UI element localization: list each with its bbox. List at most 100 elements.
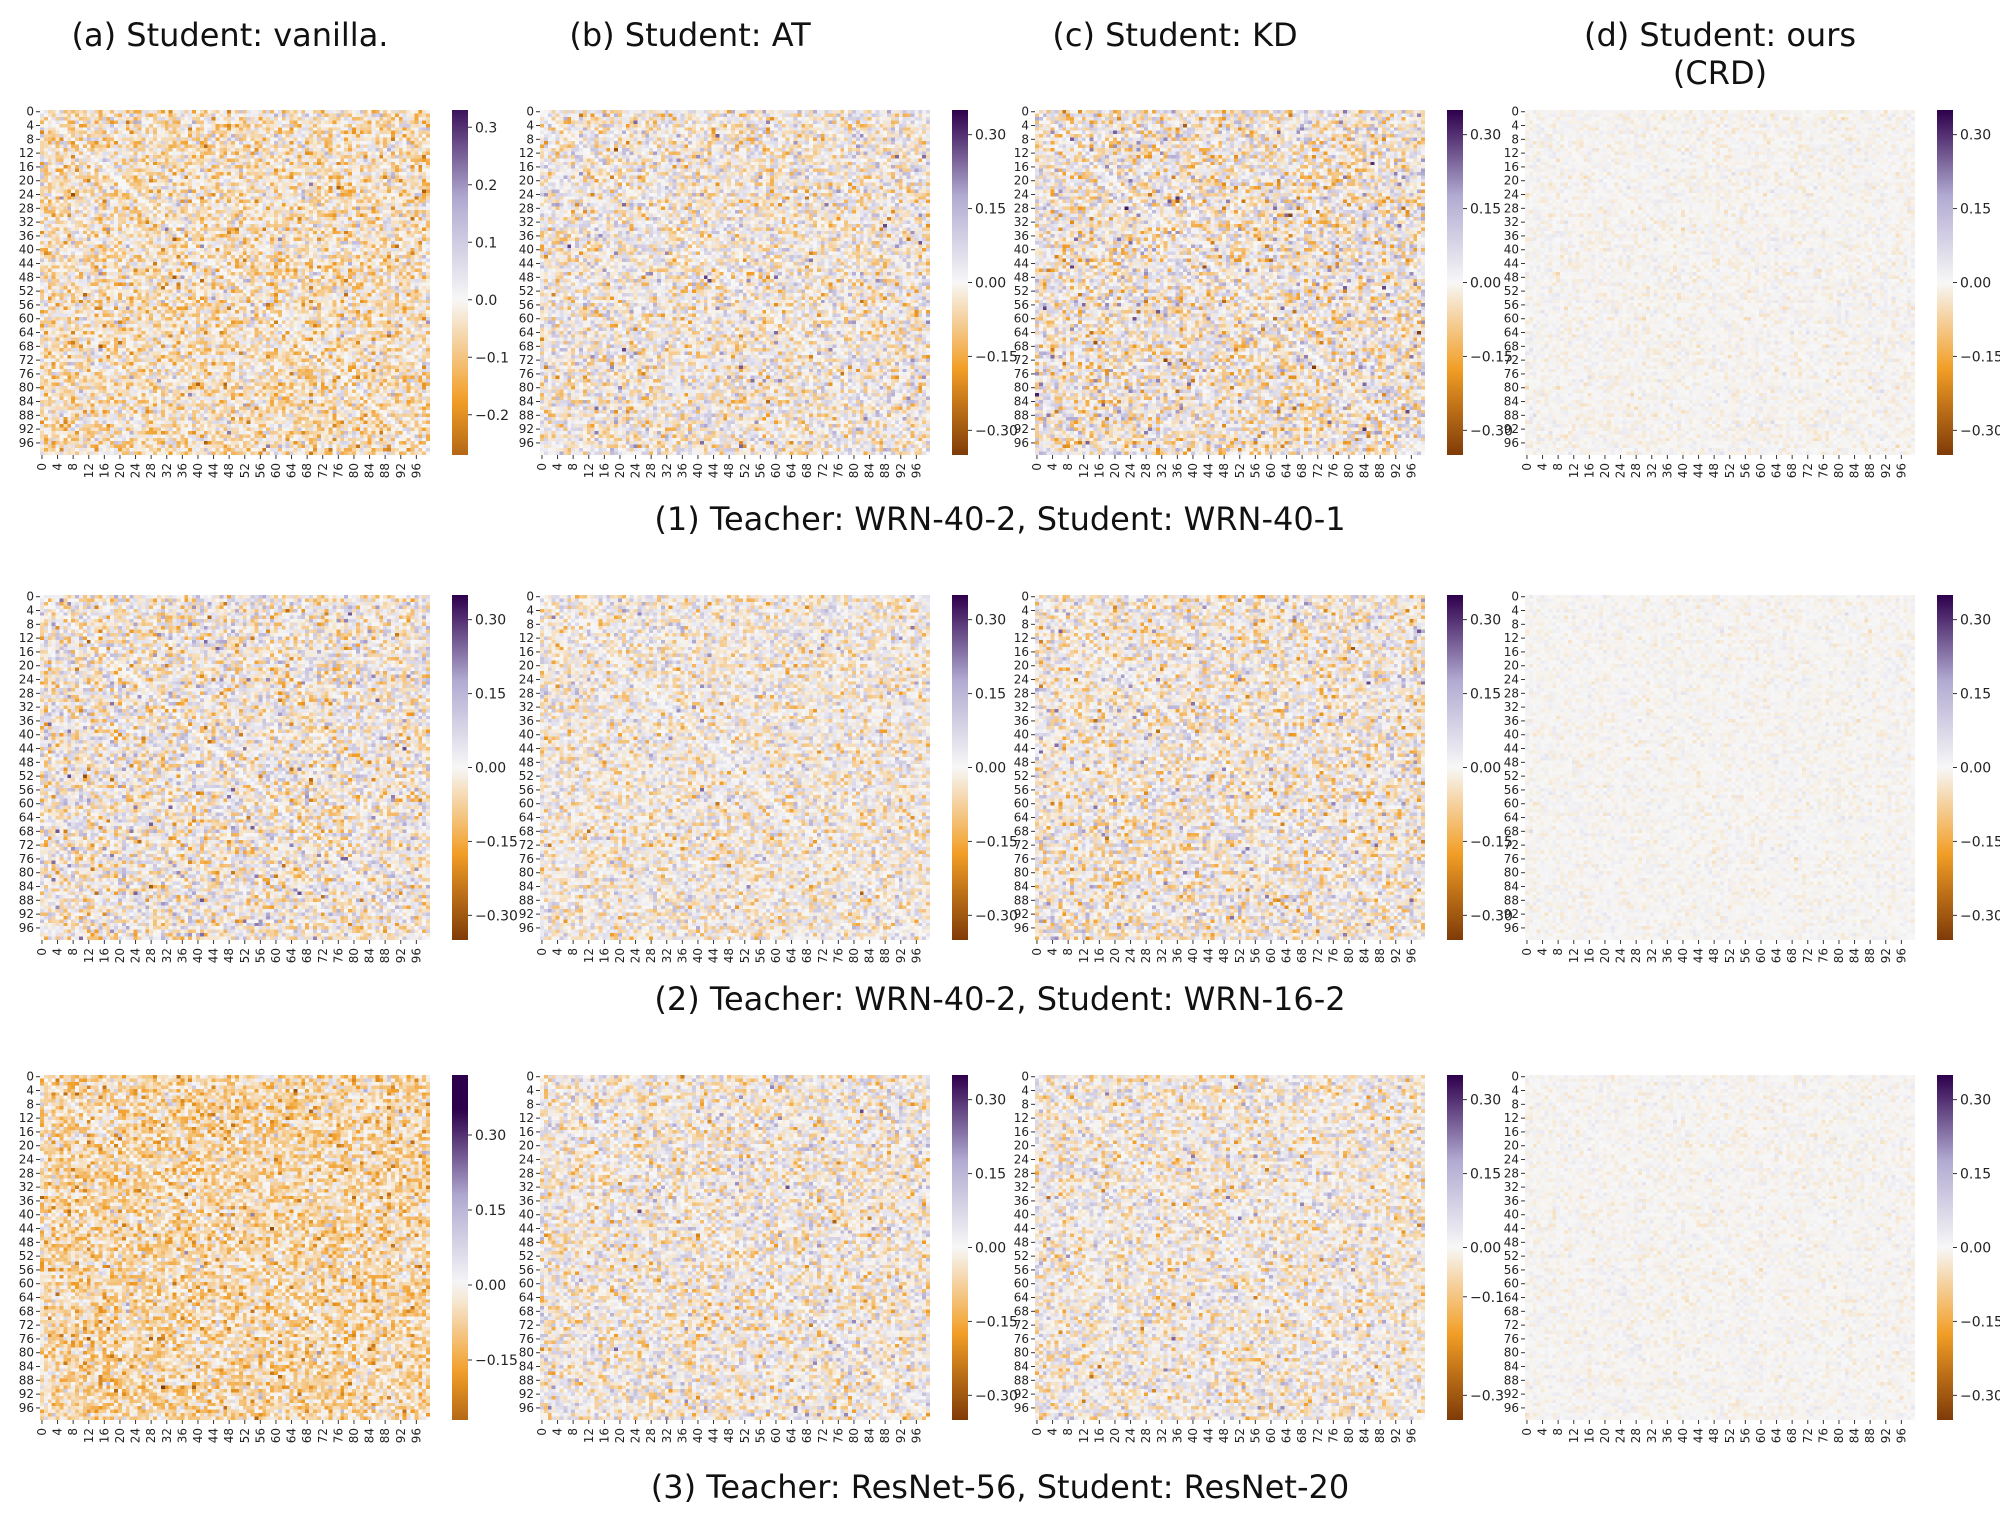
y-tick-label: 0 [1511, 590, 1519, 604]
y-tick-label: 64 [1014, 326, 1029, 340]
y-tick-label: 60 [1504, 1277, 1519, 1291]
y-tick-label: 16 [1504, 1125, 1519, 1139]
y-tick-label: 88 [19, 408, 34, 422]
x-tick-label: 52 [238, 948, 252, 963]
x-tick-label: 48 [222, 948, 236, 963]
y-tick-label: 44 [1504, 257, 1519, 271]
x-tick-label: 40 [191, 463, 205, 478]
colorbar-tick-label: −0.15 [475, 1353, 518, 1369]
y-tick-label: 24 [19, 673, 34, 687]
x-tick-label: 56 [1248, 1428, 1262, 1443]
x-tick-label: 8 [66, 463, 80, 471]
y-tick-label: 20 [19, 174, 34, 188]
x-tick-label: 36 [1170, 948, 1184, 963]
x-tick-label: 32 [160, 948, 174, 963]
y-tick-label: 4 [1511, 1084, 1519, 1098]
x-tick-label: 96 [1894, 948, 1908, 963]
y-tick-label: 96 [519, 436, 534, 450]
x-tick-label: 76 [331, 1428, 345, 1443]
y-tick-label: 28 [1014, 1166, 1029, 1180]
colorbar-tick-label: 0.30 [975, 128, 1006, 144]
y-tick-label: 12 [1014, 1111, 1029, 1125]
colorbar-tick-label: 0.15 [1470, 687, 1501, 703]
y-tick-label: 60 [519, 1277, 534, 1291]
y-tick-label: 0 [26, 105, 34, 119]
x-tick-label: 0 [535, 1428, 549, 1436]
y-tick-label: 0 [26, 1070, 34, 1084]
x-tick-label: 40 [1676, 463, 1690, 478]
x-tick-label: 68 [1295, 1428, 1309, 1443]
y-tick-label: 68 [19, 339, 34, 353]
y-tick-label: 96 [19, 1401, 34, 1415]
x-tick-label: 88 [878, 463, 892, 478]
x-tick-label: 76 [1816, 1428, 1830, 1443]
x-tick-label: 48 [1707, 1428, 1721, 1443]
colorbar-tick-label: 0.3 [475, 120, 497, 136]
y-tick-label: 72 [19, 838, 34, 852]
x-tick-label: 56 [1738, 463, 1752, 478]
x-tick-label: 0 [35, 1428, 49, 1436]
y-tick-label: 52 [1504, 1249, 1519, 1263]
x-tick-label: 88 [878, 948, 892, 963]
x-tick-label: 88 [378, 463, 392, 478]
x-tick-label: 32 [160, 1428, 174, 1443]
y-tick-label: 48 [1504, 755, 1519, 769]
x-tick-label: 88 [1373, 463, 1387, 478]
y-tick-label: 80 [1014, 1346, 1029, 1360]
colorbar-tick-label: 0.00 [975, 761, 1006, 777]
x-tick-label: 92 [394, 463, 408, 478]
x-tick-label: 80 [847, 1428, 861, 1443]
x-tick-label: 36 [1660, 1428, 1674, 1443]
y-tick-label: 56 [519, 298, 534, 312]
x-tick-label: 92 [1389, 463, 1403, 478]
y-tick-label: 0 [526, 590, 534, 604]
colorbar-tick-label: −0.15 [1470, 834, 1513, 850]
x-tick-label: 24 [1124, 463, 1138, 478]
x-tick-label: 84 [363, 1428, 377, 1443]
heatmap-cells [540, 1075, 930, 1420]
y-tick-label: 16 [1014, 160, 1029, 174]
x-tick-label: 48 [1217, 1428, 1231, 1443]
x-tick-label: 64 [785, 948, 799, 963]
y-tick-label: 92 [1504, 907, 1519, 921]
x-tick-label: 80 [347, 463, 361, 478]
x-tick-label: 24 [1614, 1428, 1628, 1443]
x-tick-label: 76 [1326, 1428, 1340, 1443]
y-tick-label: 20 [1504, 174, 1519, 188]
y-tick-label: 84 [19, 880, 34, 894]
x-tick-label: 64 [1280, 1428, 1294, 1443]
colorbar-tick-label: 0.1 [475, 235, 497, 251]
y-tick-label: 16 [19, 1125, 34, 1139]
x-tick-label: 20 [1598, 948, 1612, 963]
colorbar-tick-label: −0.30 [1470, 908, 1513, 924]
y-tick-label: 60 [1014, 312, 1029, 326]
x-tick-label: 76 [331, 948, 345, 963]
y-tick-label: 8 [26, 1097, 34, 1111]
y-tick-label: 92 [1504, 422, 1519, 436]
y-tick-label: 12 [519, 1111, 534, 1125]
x-tick-label: 12 [1567, 1428, 1581, 1443]
y-tick-label: 8 [1021, 617, 1029, 631]
colorbar-tick-label: 0.30 [1960, 128, 1991, 144]
y-tick-label: 76 [19, 1332, 34, 1346]
x-tick-label: 8 [66, 1428, 80, 1436]
x-tick-label: 12 [1077, 1428, 1091, 1443]
x-tick-label: 64 [1770, 1428, 1784, 1443]
x-tick-label: 32 [1645, 948, 1659, 963]
y-tick-label: 20 [519, 174, 534, 188]
x-tick-label: 40 [191, 948, 205, 963]
x-tick-label: 44 [1692, 948, 1706, 963]
x-tick-label: 64 [785, 463, 799, 478]
x-tick-label: 96 [909, 948, 923, 963]
x-tick-label: 16 [1092, 948, 1106, 963]
x-tick-label: 76 [1816, 463, 1830, 478]
colorbar-tick-label: 0.15 [475, 687, 506, 703]
x-tick-label: 4 [1046, 948, 1060, 956]
y-tick-label: 88 [1504, 1373, 1519, 1387]
y-tick-label: 20 [19, 1139, 34, 1153]
y-tick-label: 24 [1014, 673, 1029, 687]
y-tick-label: 60 [1014, 797, 1029, 811]
x-tick-label: 88 [1373, 948, 1387, 963]
y-tick-label: 64 [1504, 326, 1519, 340]
x-tick-label: 88 [1863, 463, 1877, 478]
